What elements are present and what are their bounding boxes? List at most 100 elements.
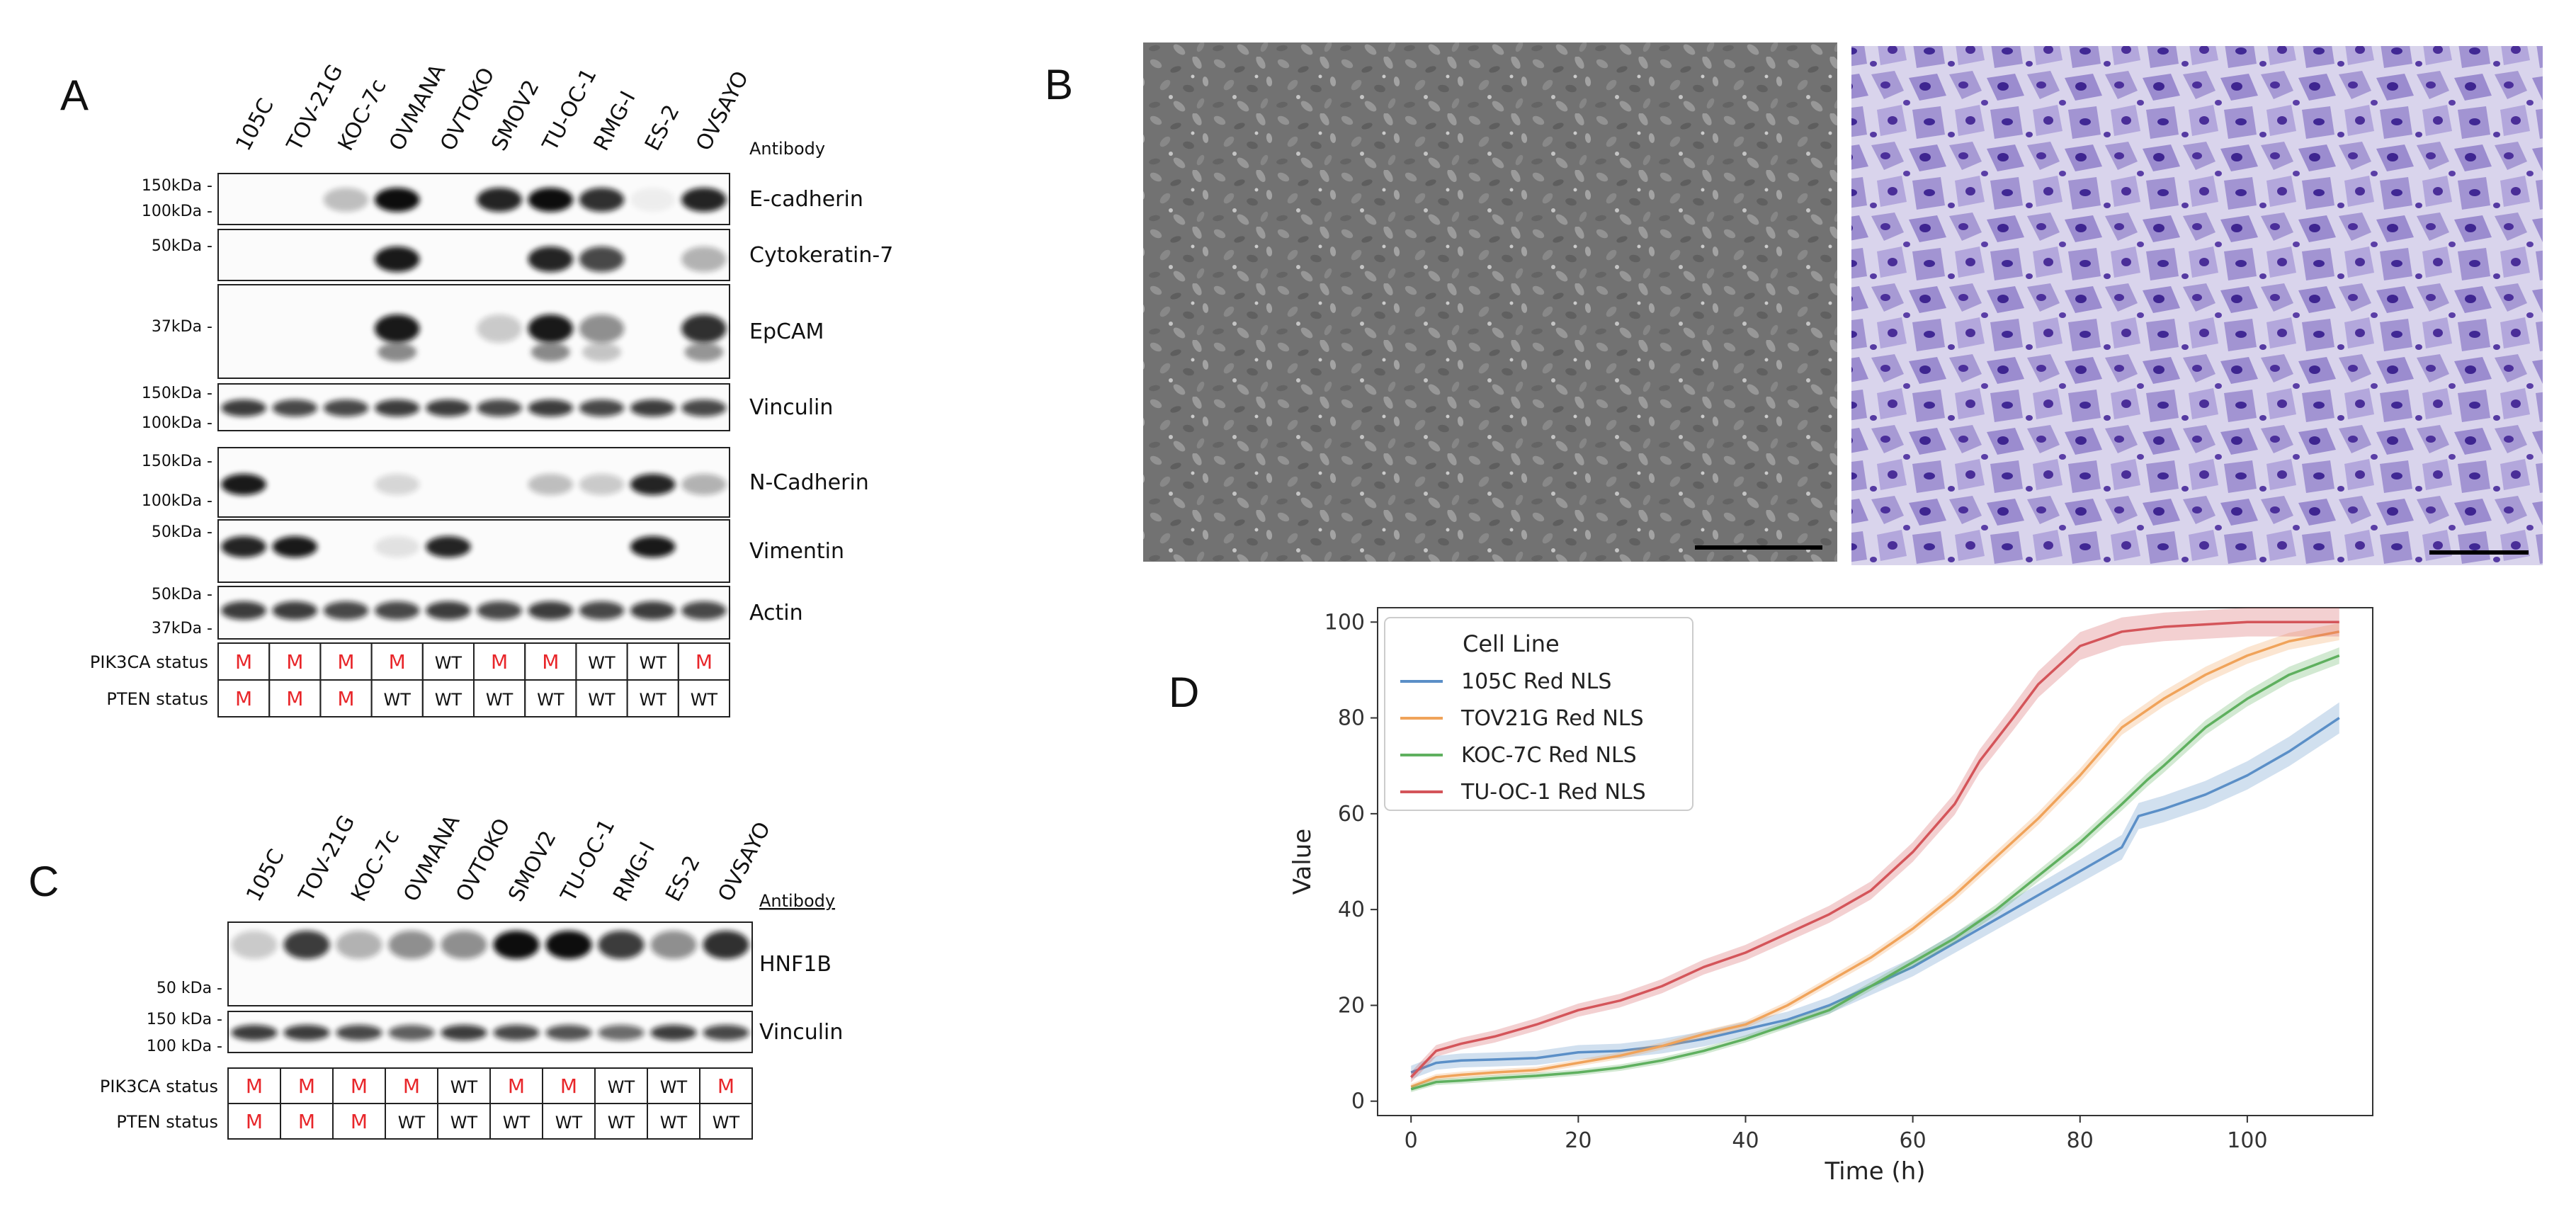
blot-vinculin bbox=[217, 383, 730, 431]
antibody-header: Antibody bbox=[759, 891, 835, 911]
blot-band bbox=[374, 474, 420, 495]
blot-band bbox=[283, 1025, 330, 1040]
pik3ca-status-value: M bbox=[696, 650, 713, 674]
pik3ca-status-value: WT bbox=[588, 653, 615, 673]
x-tick-label: 20 bbox=[1565, 1128, 1591, 1153]
panel-d-growth-chart: 0 20 40 60 80 100 0 20 40 60 80 100 Time (h) Value Cel… bbox=[1288, 607, 2373, 1186]
y-tick-label: 100 bbox=[1324, 610, 1365, 635]
blot-band bbox=[272, 399, 318, 416]
blot-band bbox=[221, 536, 266, 557]
blot-band-secondary bbox=[582, 342, 621, 362]
mw-marker: 150 kDa - bbox=[147, 1011, 222, 1028]
pik3ca-status-value: M bbox=[389, 650, 406, 674]
blot-band bbox=[231, 931, 278, 959]
antibody-name: HNF1B bbox=[759, 952, 832, 977]
blot-band bbox=[426, 399, 471, 416]
blot-band bbox=[441, 931, 487, 959]
blot-e-cadherin bbox=[217, 173, 730, 225]
blot-band bbox=[579, 246, 625, 272]
pten-status-label: PTEN status bbox=[116, 1112, 218, 1132]
pten-status-label: PTEN status bbox=[106, 689, 208, 709]
legend-entry: TU-OC-1 Red NLS bbox=[1460, 780, 1646, 805]
mw-marker: 150kDa - bbox=[142, 385, 212, 402]
y-tick-label: 0 bbox=[1351, 1089, 1365, 1114]
x-tick-label: 60 bbox=[1900, 1128, 1927, 1153]
blot-band bbox=[477, 399, 522, 416]
series-105c-red-nls bbox=[1410, 702, 2340, 1079]
pik3ca-status-value: M bbox=[403, 1074, 420, 1098]
blot-band bbox=[681, 474, 727, 495]
mw-marker: 100 kDa - bbox=[147, 1038, 222, 1055]
pten-status-value: WT bbox=[660, 1113, 688, 1133]
antibody-name: Actin bbox=[749, 601, 803, 625]
panel-d-letter: D bbox=[1169, 669, 1199, 716]
blot-band bbox=[681, 601, 727, 620]
blot-vinculin bbox=[227, 1011, 753, 1053]
blot-band bbox=[579, 474, 625, 495]
blot-band bbox=[681, 399, 727, 416]
pten-status-value: M bbox=[337, 687, 354, 710]
mw-marker: 50 kDa - bbox=[157, 980, 222, 997]
x-tick-label: 40 bbox=[1732, 1128, 1759, 1153]
blot-band-secondary bbox=[684, 342, 724, 362]
series-confidence-band bbox=[1411, 647, 2339, 1093]
blot-band bbox=[681, 188, 727, 212]
blot-band bbox=[388, 1025, 435, 1040]
blot-actin bbox=[217, 586, 730, 640]
blot-band bbox=[336, 1025, 382, 1040]
pik3ca-status-value: M bbox=[298, 1074, 315, 1098]
series-line bbox=[1409, 620, 2339, 1079]
pten-status-value: WT bbox=[503, 1113, 530, 1133]
blot-band bbox=[374, 601, 420, 620]
blot-band bbox=[388, 931, 435, 959]
mw-marker: 37kDa - bbox=[152, 318, 212, 336]
blot-n-cadherin bbox=[217, 447, 730, 518]
pten-status-value: WT bbox=[450, 1113, 478, 1133]
blot-band bbox=[579, 188, 625, 212]
blot-band bbox=[374, 536, 420, 557]
panel-b-phase-contrast-image bbox=[1143, 42, 1837, 562]
blot-band bbox=[323, 399, 369, 416]
blot-band bbox=[323, 188, 369, 212]
pten-status-value: WT bbox=[691, 690, 718, 710]
blot-band-secondary bbox=[530, 342, 570, 362]
legend-entry: TOV21G Red NLS bbox=[1460, 706, 1644, 731]
blot-band bbox=[477, 314, 522, 343]
blot-band bbox=[579, 314, 625, 343]
pten-status-value: M bbox=[298, 1110, 315, 1133]
mw-marker: 100kDa - bbox=[142, 492, 212, 510]
y-tick-label: 20 bbox=[1338, 993, 1365, 1018]
blot-band bbox=[221, 474, 266, 495]
pik3ca-status-value: WT bbox=[640, 653, 667, 673]
blot-band bbox=[630, 536, 676, 557]
pten-status-value: M bbox=[286, 687, 303, 710]
blot-band bbox=[374, 399, 420, 416]
blot-band bbox=[477, 188, 522, 212]
blot-band bbox=[650, 1025, 697, 1040]
panel-a-letter: A bbox=[60, 72, 89, 119]
antibody-name: Vimentin bbox=[749, 539, 844, 564]
blot-band bbox=[528, 601, 574, 620]
pik3ca-status-value: WT bbox=[608, 1077, 635, 1097]
lane-label: ES-2 bbox=[661, 851, 705, 905]
pik3ca-status-value: M bbox=[491, 650, 508, 674]
blot-band bbox=[374, 246, 420, 272]
y-axis-label: Value bbox=[1288, 829, 1317, 895]
series-line bbox=[1410, 717, 2340, 1074]
lane-label: 105C bbox=[231, 94, 279, 154]
blot-band bbox=[528, 314, 574, 343]
blot-band bbox=[545, 931, 592, 959]
blot-band bbox=[221, 601, 266, 620]
blot-band bbox=[477, 601, 522, 620]
blot-band bbox=[528, 399, 574, 416]
mw-marker: 50kDa - bbox=[152, 523, 212, 541]
blot-band bbox=[426, 536, 471, 557]
mw-marker: 150kDa - bbox=[142, 177, 212, 195]
blot-band bbox=[630, 188, 676, 212]
mw-marker: 37kDa - bbox=[152, 620, 212, 637]
lane-label: RMG-I bbox=[589, 87, 641, 155]
blot-band bbox=[703, 931, 749, 959]
lane-label: ES-2 bbox=[640, 101, 685, 154]
x-tick-label: 0 bbox=[1405, 1128, 1418, 1153]
series-tu-oc-1-red-nls bbox=[1409, 608, 2339, 1083]
